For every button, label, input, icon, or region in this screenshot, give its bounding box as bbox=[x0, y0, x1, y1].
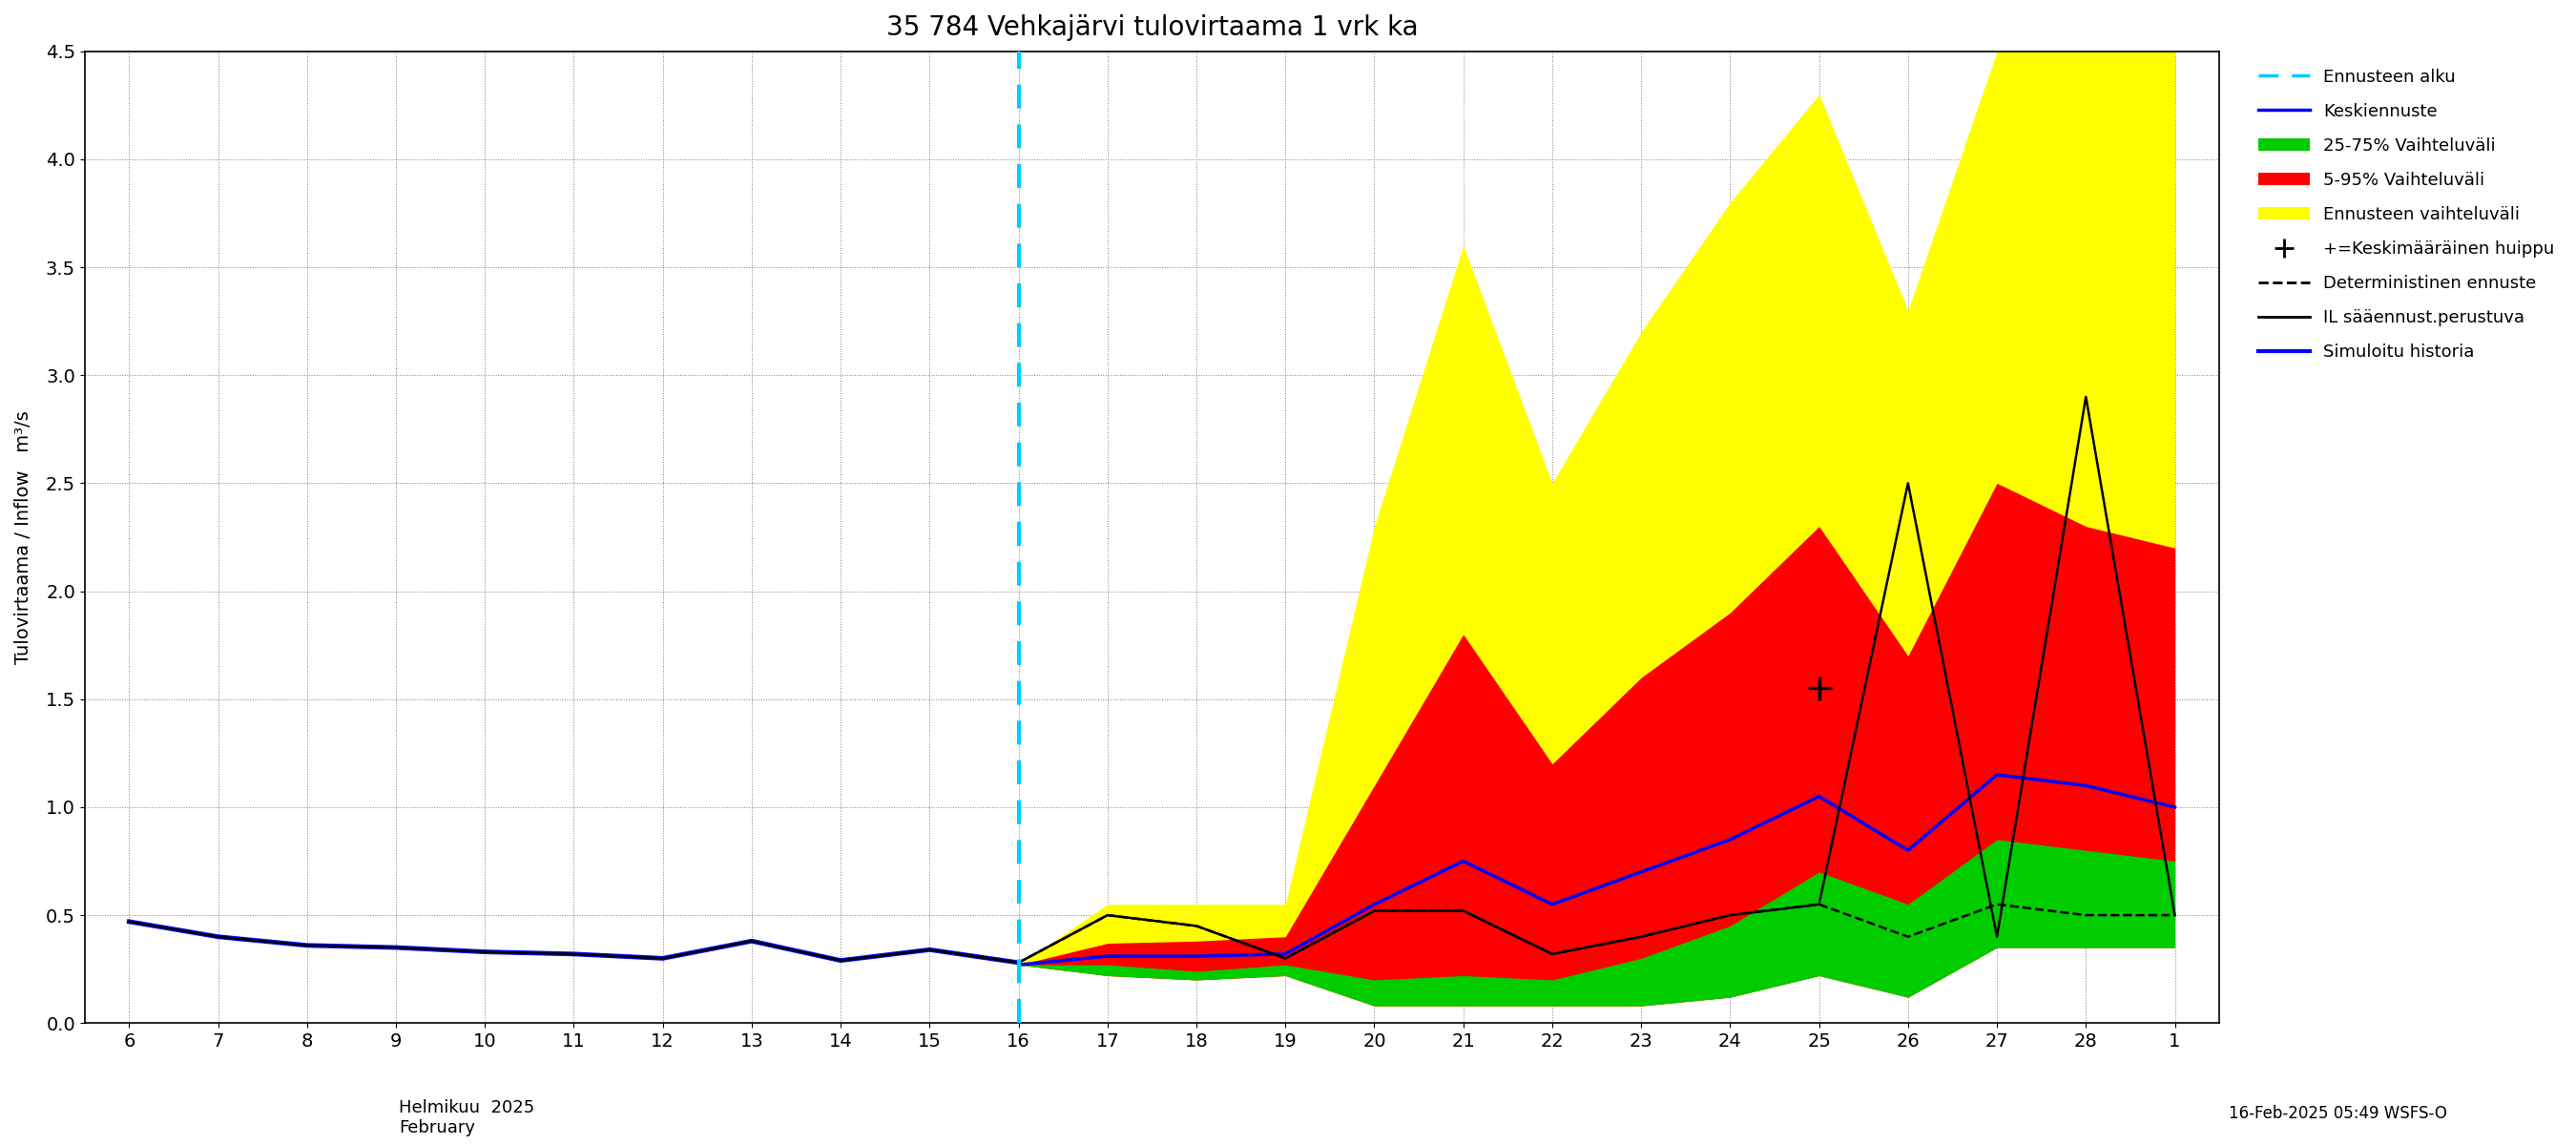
Y-axis label: Tulovirtaama / Inflow   m³/s: Tulovirtaama / Inflow m³/s bbox=[15, 410, 33, 664]
Title: 35 784 Vehkajärvi tulovirtaama 1 vrk ka: 35 784 Vehkajärvi tulovirtaama 1 vrk ka bbox=[886, 14, 1417, 41]
Legend: Ennusteen alku, Keskiennuste, 25-75% Vaihteluväli, 5-95% Vaihteluväli, Ennusteen: Ennusteen alku, Keskiennuste, 25-75% Vai… bbox=[2249, 60, 2563, 370]
Text: Helmikuu  2025
February: Helmikuu 2025 February bbox=[399, 1099, 536, 1136]
Text: 16-Feb-2025 05:49 WSFS-O: 16-Feb-2025 05:49 WSFS-O bbox=[2228, 1105, 2447, 1122]
